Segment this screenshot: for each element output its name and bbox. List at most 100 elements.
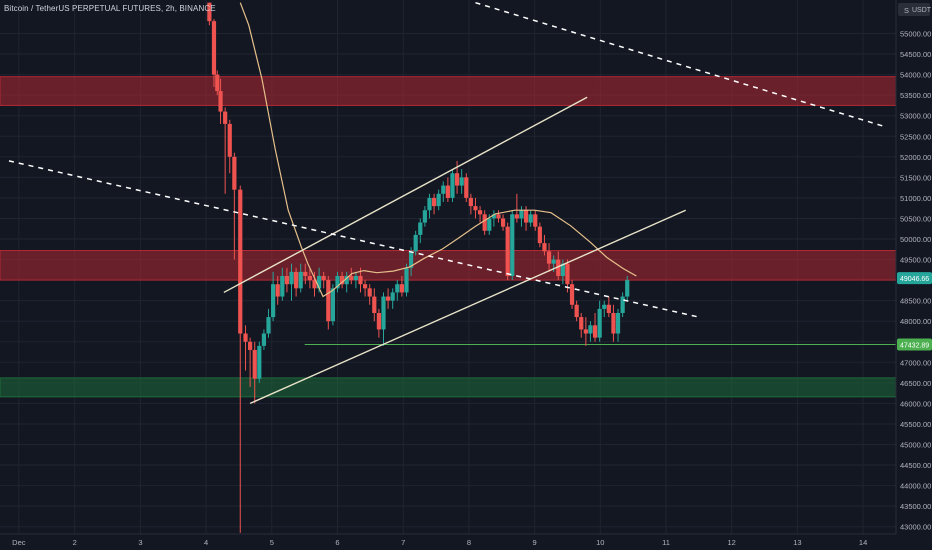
price-tick-label: 46500.00 [900,379,931,388]
candle-body [592,325,598,338]
candle-body [413,234,418,252]
candle-body [232,156,237,190]
time-tick-label: 3 [138,538,142,547]
symbol-title: Bitcoin / TetherUS PERPETUAL FUTURES, 2h… [4,4,216,13]
candle-body [514,214,519,219]
price-label: 49046.66 [900,276,929,283]
time-tick-label: 13 [793,538,801,547]
candle-body [248,341,253,350]
currency-badge-bg[interactable] [898,3,930,16]
candle-body [218,91,223,112]
candle-body [317,275,322,289]
time-tick-label: 2 [73,538,77,547]
candle-body [207,2,212,22]
candle-body [496,214,501,219]
candle-body [372,296,377,313]
candle-body [583,329,588,334]
time-tick-label: 5 [270,538,274,547]
candle-body [588,325,593,334]
time-tick-label: Dec [12,538,26,547]
candle-body [353,275,358,281]
candle-body [569,284,575,305]
candle-body [289,271,294,285]
candle-body [611,312,616,334]
candle-body [602,304,607,309]
candle-body [468,197,473,207]
price-tick-label: 52500.00 [900,132,931,141]
price-tick-label: 44000.00 [900,482,931,491]
candle-body [294,271,299,289]
trend-lines [8,1,884,405]
time-axis: Dec 2 3 4 5 6 7 8 9 10 11 12 13 14 [0,533,932,550]
candle-body [565,263,570,285]
price-tick-label: 53500.00 [900,91,931,100]
trend-line-channel-upper [223,96,588,294]
candle-body [408,251,414,268]
candle-body [464,177,469,198]
candle-body [280,275,285,297]
candle-body [271,284,276,318]
price-tick-label: 48500.00 [900,297,931,306]
zone-resistance-upper [0,76,897,106]
candle-body [606,304,611,313]
candle-body [431,197,437,207]
price-tick-label: 44500.00 [900,461,931,470]
candles [207,2,630,533]
trend-line-falling-trend [8,160,700,318]
price-tick-label: 53000.00 [900,112,931,121]
price-tick-label: 45000.00 [900,441,931,450]
scale-marker: S [904,6,909,15]
candle-body [307,275,313,281]
candle-body [579,317,584,330]
candle-body [303,271,308,276]
price-label-bg [897,272,932,285]
candle-body [399,284,404,293]
time-tick-label: 4 [204,538,208,547]
candle-body [227,123,232,157]
price-labels: 49046.66 47432.89 [897,272,932,351]
candle-body [266,317,271,334]
candle-body [556,259,561,276]
time-tick-label: 11 [662,538,670,547]
candle-body [252,349,257,379]
candle-body [445,185,450,198]
candle-body [376,312,381,330]
zone-support [0,377,897,398]
candle-body [523,210,529,223]
candle-body [454,173,460,186]
candle-body [215,74,220,92]
trend-line-channel-lower [249,209,686,405]
price-tick-label: 52000.00 [900,153,931,162]
candle-body [385,296,391,301]
candle-body [510,214,515,276]
candle-body [395,284,400,293]
zone-resistance-mid [0,250,897,281]
price-tick-label: 45500.00 [900,420,931,429]
candle-body [574,304,579,318]
candle-body [381,296,386,330]
trend-line-falling-trend-upper [475,1,884,127]
moving-average [239,2,637,298]
time-axis-bg [0,534,932,550]
candle-body [326,280,331,322]
candle-body [427,197,432,211]
candle-body [500,218,506,227]
time-tick-label: 14 [859,538,867,547]
candle-body [537,226,542,244]
time-tick-label: 8 [467,538,471,547]
time-tick-label: 6 [335,538,339,547]
candle-body [284,275,290,285]
candle-body [275,284,280,297]
candle-body [459,177,464,186]
candle-body [257,345,262,379]
price-tick-label: 49500.00 [900,256,931,265]
price-tick-label: 43500.00 [900,502,931,511]
candle-body [473,206,478,211]
candle-body [560,263,565,276]
candle-body [367,288,372,297]
price-tick-label: 50000.00 [900,235,931,244]
price-tick-label: 55000.00 [900,30,931,39]
candle-body [491,214,496,219]
